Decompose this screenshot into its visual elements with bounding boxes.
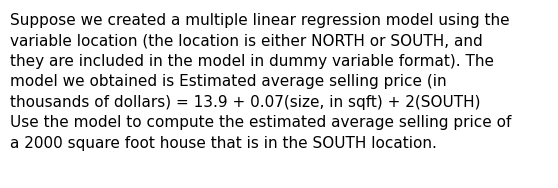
Text: Suppose we created a multiple linear regression model using the
variable locatio: Suppose we created a multiple linear reg… [10, 13, 512, 151]
